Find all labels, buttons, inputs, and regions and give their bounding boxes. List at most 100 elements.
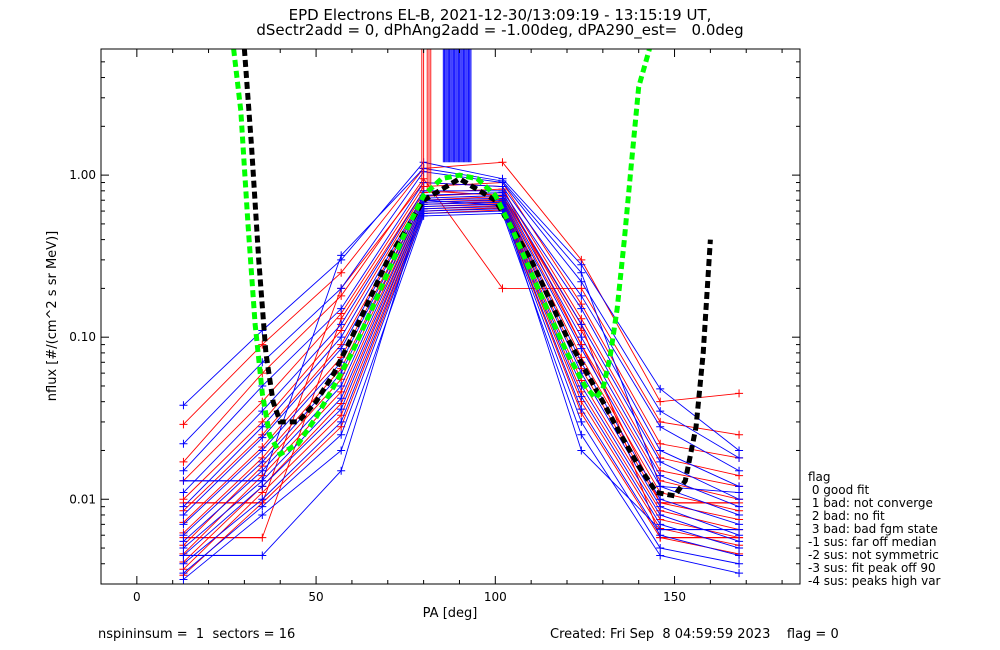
blue-series-point <box>337 417 346 426</box>
red-series-line <box>183 190 740 539</box>
blue-series-line <box>183 199 740 556</box>
red-series-line <box>183 202 740 555</box>
red-series-point <box>656 439 665 448</box>
blue-series-point <box>179 537 188 546</box>
red-series-point <box>179 420 188 429</box>
axis-layer: 0 50 100 150 0.01 0.10 1.00 <box>69 48 800 604</box>
blue-series-point <box>337 344 346 353</box>
x-tick-label: 0 <box>133 590 141 604</box>
blue-series-point <box>735 537 744 546</box>
blue-series-point <box>577 268 586 277</box>
blue-series-point <box>577 333 586 342</box>
blue-series-line <box>183 167 740 493</box>
blue-series-point <box>498 176 507 185</box>
blue-series-point <box>337 381 346 390</box>
blue-series-point <box>735 453 744 462</box>
blue-series-point <box>577 417 586 426</box>
blue-series-point <box>577 291 586 300</box>
blue-series-point <box>179 502 188 511</box>
blue-series-point <box>179 544 188 553</box>
blue-series-line <box>183 212 740 580</box>
red-series-point <box>656 397 665 406</box>
blue-series-line <box>183 206 740 556</box>
red-series-line <box>183 209 740 576</box>
blue-series-line <box>183 171 740 459</box>
blue-series-point <box>337 333 346 342</box>
red-series-point <box>498 158 507 167</box>
blue-series-point <box>656 551 665 560</box>
blue-series-point <box>577 446 586 455</box>
blue-series-point <box>258 446 267 455</box>
blue-series-point <box>337 430 346 439</box>
blue-series-point <box>656 544 665 553</box>
blue-series-line <box>183 182 740 472</box>
red-series-point <box>735 389 744 398</box>
blue-series-point <box>337 320 346 329</box>
legend-item: 3 bad: bad fgm state <box>808 522 938 536</box>
red-series-point <box>337 268 346 277</box>
blue-series-line <box>183 197 740 525</box>
blue-series-point <box>258 433 267 442</box>
red-series-point <box>577 284 586 293</box>
y-tick-label: 0.10 <box>69 330 96 344</box>
blue-series-point <box>258 457 267 466</box>
blue-series-point <box>337 284 346 293</box>
red-series-line <box>183 204 740 563</box>
blue-series-point <box>735 446 744 455</box>
blue-series-point <box>656 407 665 416</box>
blue-series-point <box>735 544 744 553</box>
red-series-point <box>258 340 267 349</box>
blue-series-point <box>179 488 188 497</box>
red-series-line <box>183 207 740 570</box>
blue-series-line <box>183 203 740 549</box>
blue-series-line <box>183 210 740 574</box>
blue-series-line <box>183 161 740 451</box>
blue-series-point <box>656 446 665 455</box>
blue-series-point <box>258 495 267 504</box>
blue-series-point <box>577 304 586 313</box>
red-series-line <box>183 192 740 512</box>
red-series-point <box>179 457 188 466</box>
blue-series-point <box>735 559 744 568</box>
red-series-line <box>183 198 740 534</box>
blue-series-point <box>179 510 188 519</box>
blue-series-point <box>179 466 188 475</box>
red-series-line <box>183 177 740 463</box>
blue-series-point <box>735 510 744 519</box>
blue-series-point <box>577 430 586 439</box>
legend-item: -2 sus: not symmetric <box>808 548 939 562</box>
blue-series-point <box>656 384 665 393</box>
red-series-line <box>183 182 740 482</box>
x-tick-label: 150 <box>663 590 686 604</box>
blue-series-point <box>337 394 346 403</box>
blue-series-point <box>258 510 267 519</box>
blue-series-point <box>179 575 188 584</box>
footer-created-info: Created: Fri Sep 8 04:59:59 2023 flag = … <box>550 627 839 642</box>
green-fit-curve <box>231 49 652 458</box>
legend-item: -3 sus: fit peak off 90 <box>808 561 936 575</box>
x-tick-label: 100 <box>484 590 507 604</box>
blue-series-point <box>419 211 428 220</box>
blue-series-point <box>258 422 267 431</box>
blue-series-point <box>577 277 586 286</box>
blue-series-point <box>337 446 346 455</box>
x-axis-label: PA [deg] <box>423 606 478 621</box>
legend-item: 2 bad: no fit <box>808 509 885 523</box>
blue-series-point <box>337 466 346 475</box>
legend-item: -1 sus: far off median <box>808 535 937 549</box>
blue-series-line <box>183 201 740 542</box>
blue-series-point <box>337 405 346 414</box>
blue-series-point <box>735 466 744 475</box>
blue-series-point <box>656 482 665 491</box>
y-axis-label: nflux [#/(cm^2 s sr MeV)] <box>45 231 60 401</box>
blue-series-point <box>577 260 586 269</box>
blue-series-point <box>656 495 665 504</box>
blue-series-point <box>656 457 665 466</box>
blue-series-point <box>735 502 744 511</box>
blue-series-point <box>258 466 267 475</box>
blue-series-point <box>577 320 586 329</box>
blue-series-line <box>183 194 740 516</box>
y-tick-label: 1.00 <box>69 168 96 182</box>
blue-series-point <box>577 405 586 414</box>
